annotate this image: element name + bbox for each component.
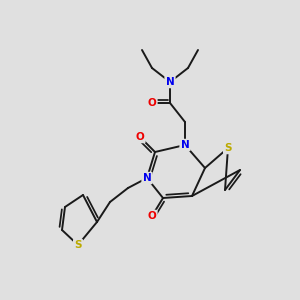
Text: O: O [148, 98, 156, 108]
Text: O: O [148, 211, 156, 221]
Text: N: N [142, 173, 152, 183]
Text: N: N [166, 77, 174, 87]
Text: S: S [74, 240, 82, 250]
Text: N: N [181, 140, 189, 150]
Text: O: O [136, 132, 144, 142]
Text: S: S [224, 143, 232, 153]
